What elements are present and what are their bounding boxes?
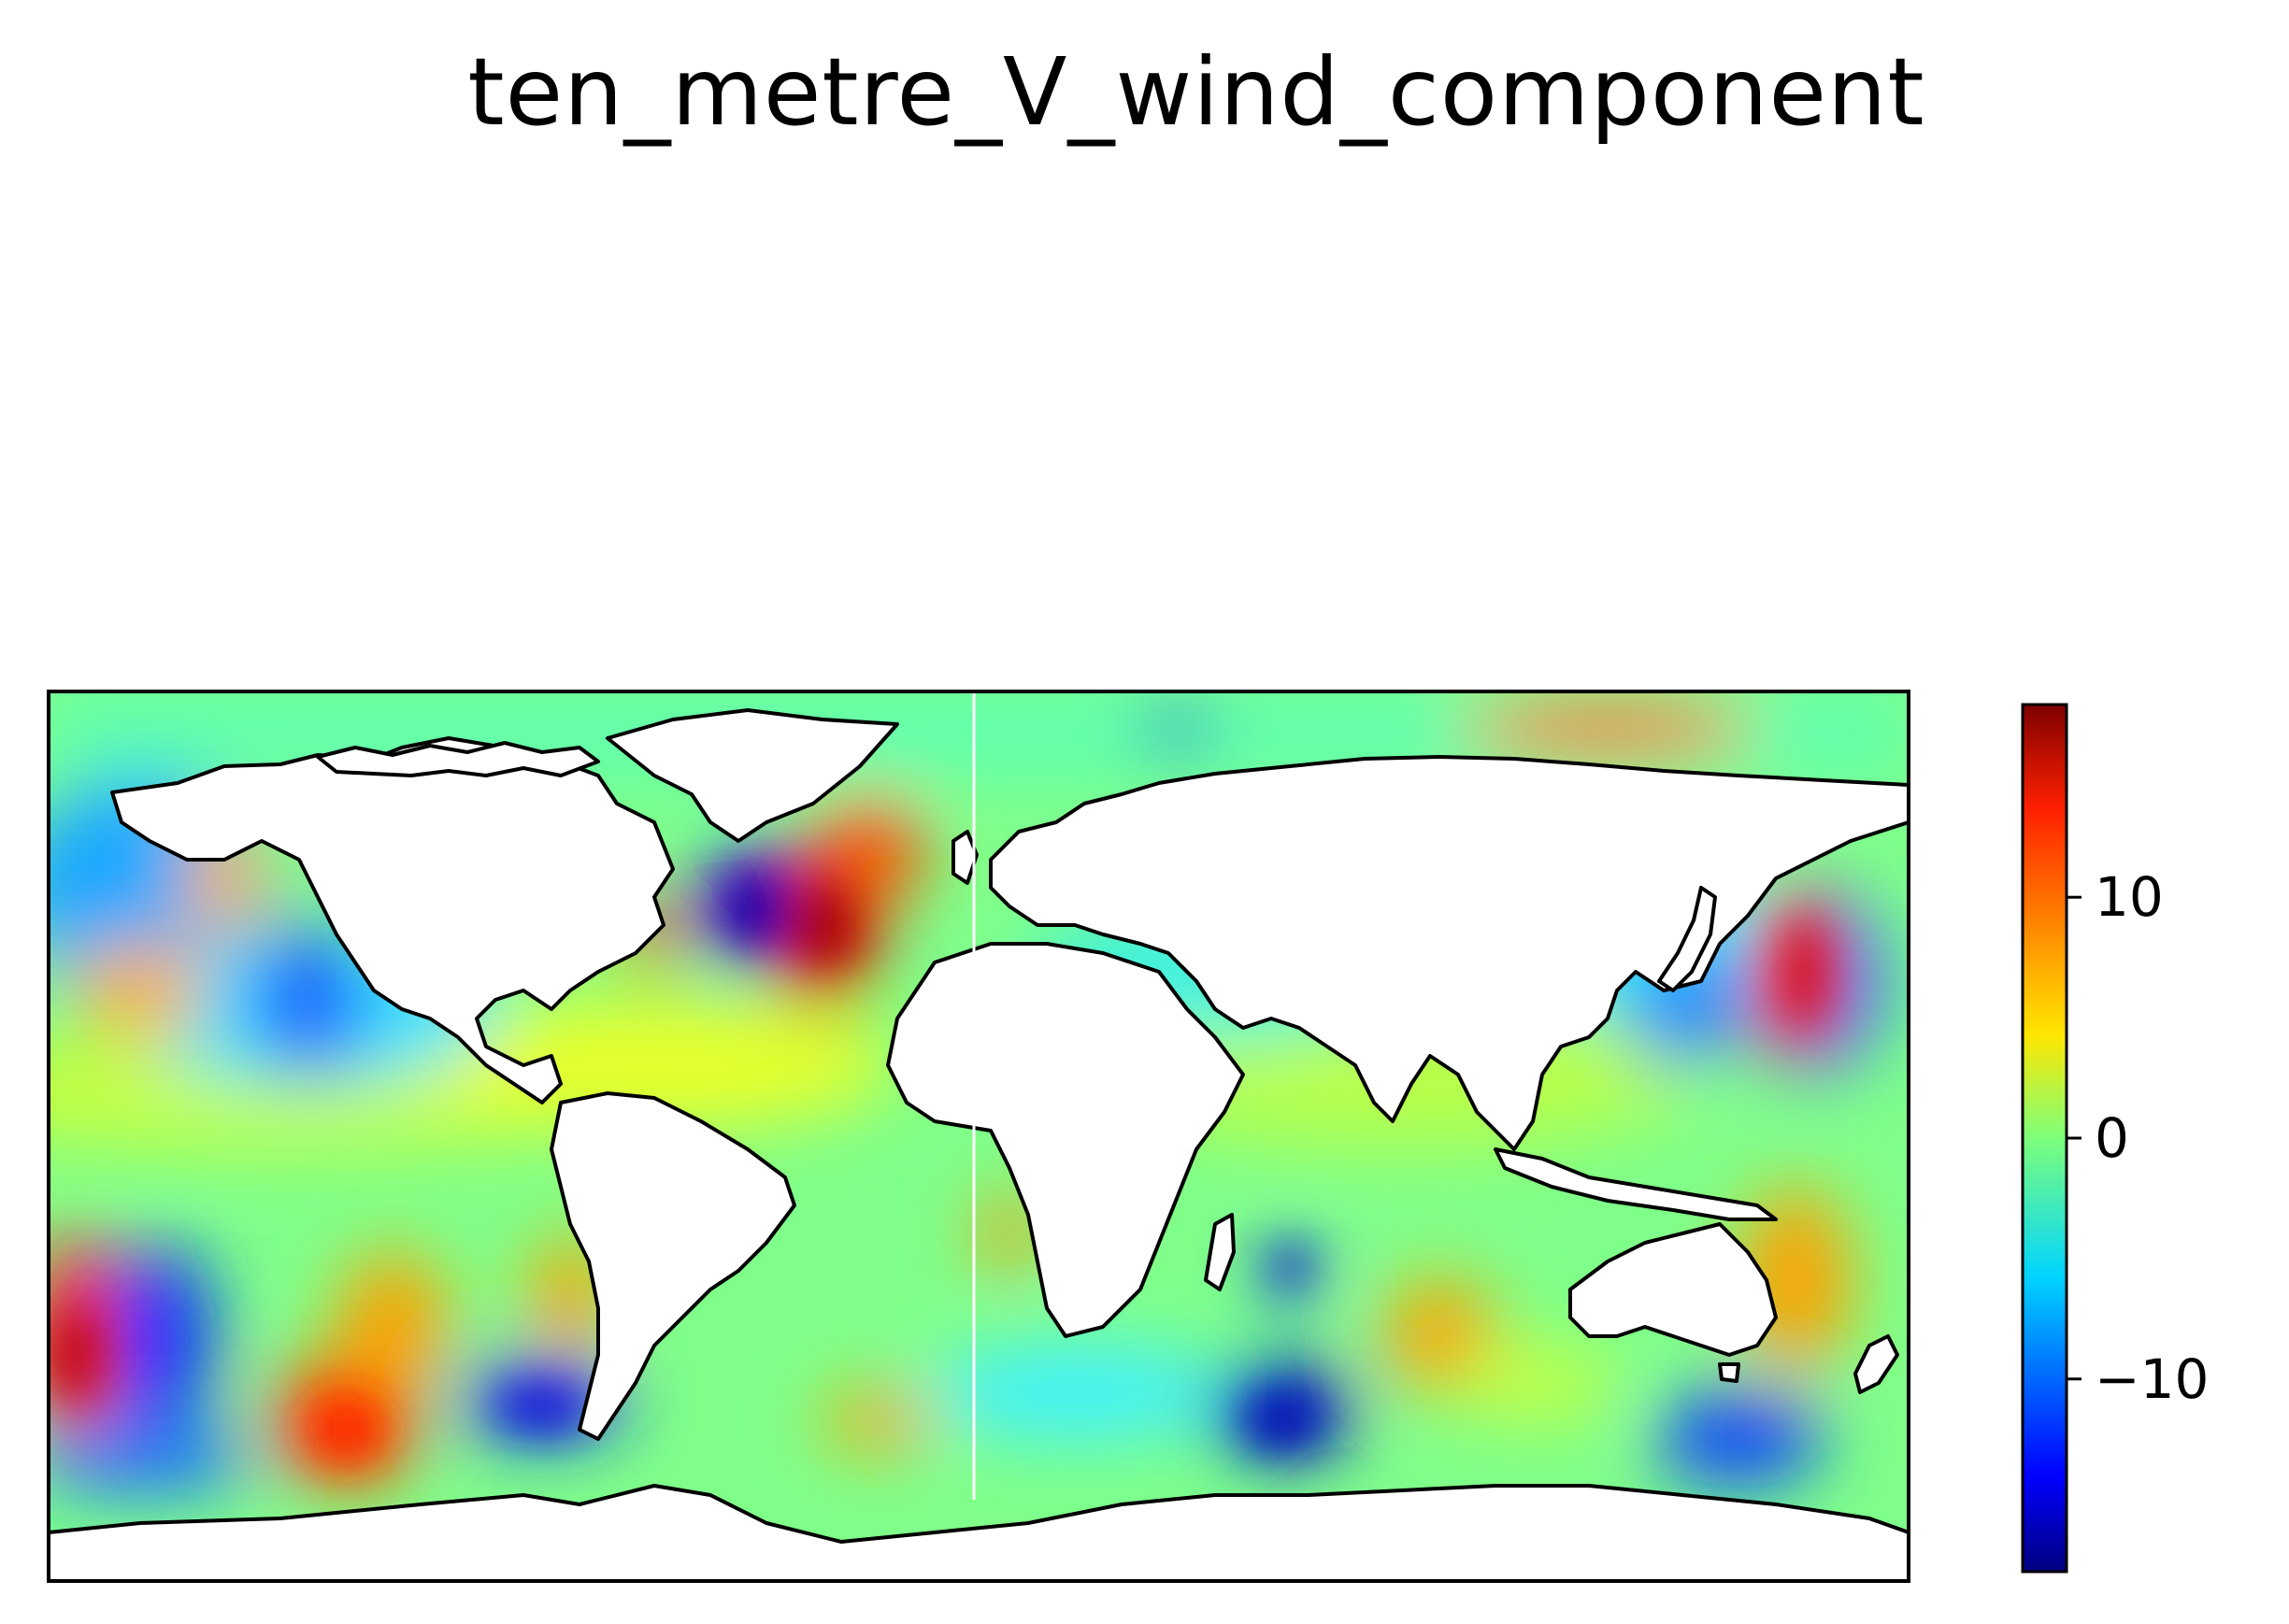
colorbar-tick-label: 10 — [2095, 865, 2164, 929]
map-frame — [47, 690, 1910, 1583]
wind-field-detail — [51, 878, 1823, 1462]
land-japan — [1657, 886, 1717, 992]
land-africa — [886, 942, 1245, 1338]
plot-title: ten_metre_V_wind_component — [467, 37, 1925, 147]
land-indonesia — [1494, 1147, 1778, 1221]
land-australia — [1568, 1222, 1778, 1357]
map-panel — [49, 691, 1909, 1581]
colorbar: 10 0 −10 — [2021, 703, 2209, 1574]
land-north-america — [110, 736, 675, 1104]
colorbar-ticks: 10 0 −10 — [2067, 865, 2209, 1411]
land-south-america — [550, 1091, 796, 1441]
colorbar-gradient — [2021, 703, 2068, 1574]
land-antarctica — [49, 1484, 1909, 1581]
land-new-zealand — [1853, 1334, 1899, 1394]
colorbar-tick-label: 0 — [2095, 1106, 2129, 1170]
land-eurasia — [989, 755, 1909, 1151]
land-arctic-islands — [316, 741, 600, 777]
land-uk — [951, 830, 979, 885]
land-masses — [49, 708, 1909, 1581]
land-greenland — [606, 708, 899, 843]
land-tasmania — [1718, 1362, 1740, 1383]
land-madagascar — [1204, 1213, 1236, 1291]
colorbar-tick-label: −10 — [2095, 1347, 2209, 1411]
